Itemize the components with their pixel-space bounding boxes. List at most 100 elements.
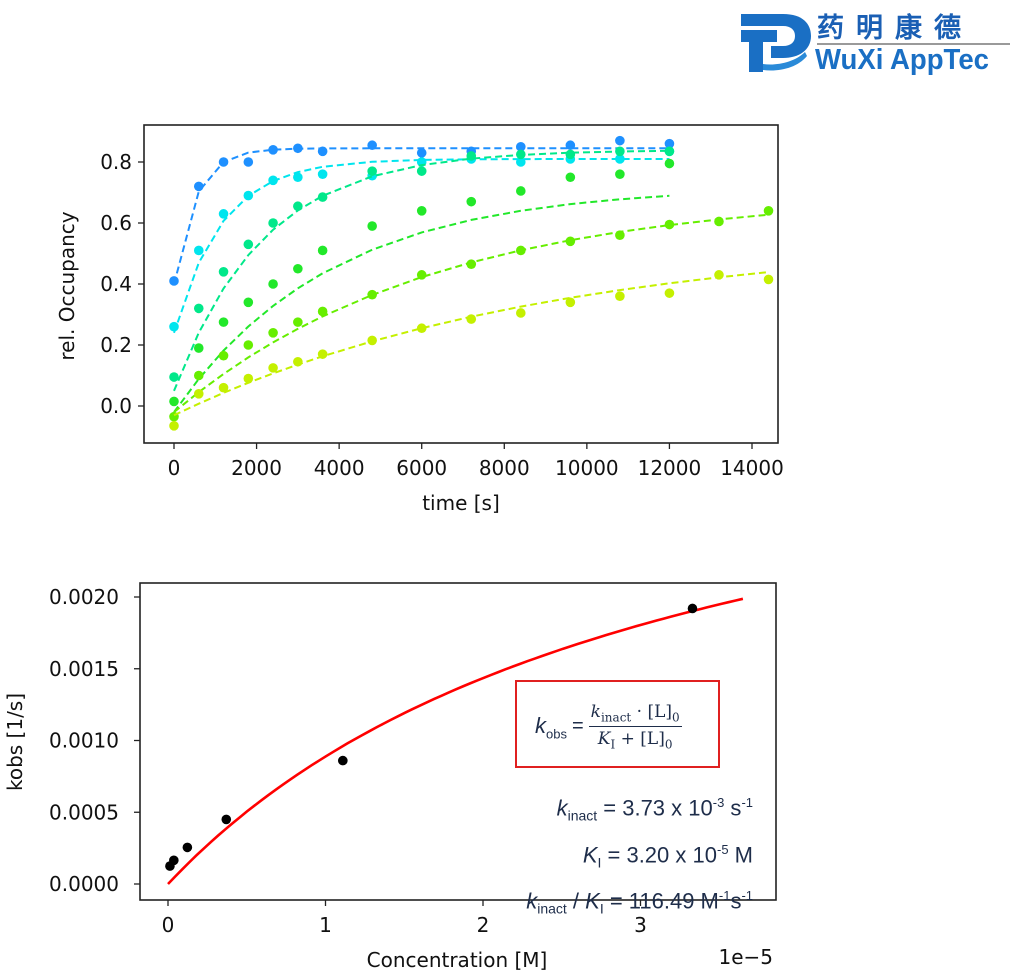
fit-line (173, 194, 670, 413)
equation-equals: = (571, 715, 584, 738)
logo-p-mark-icon (741, 14, 811, 72)
x-tick-label: 2 (477, 913, 490, 937)
param-kinact: kinact = 3.73 x 10-3 s-1 (556, 795, 753, 824)
data-point (516, 141, 526, 152)
data-point (763, 274, 774, 285)
x-tick-label: 6000 (396, 456, 447, 480)
data-point (416, 206, 427, 216)
y-axis-label: rel. Occupancy (55, 211, 79, 360)
data-point (317, 169, 328, 179)
data-point (565, 297, 576, 308)
param-kinact-over-ki: kinact / KI = 116.49 M-1s-1 (526, 888, 753, 918)
data-point (243, 373, 254, 384)
data-point (367, 289, 377, 300)
data-point (193, 389, 204, 399)
data-point (416, 148, 427, 158)
data-point (193, 181, 204, 192)
data-point (317, 192, 328, 202)
y-axis-ticks: 0.0 0.2 0.4 0.6 0.8 (100, 150, 144, 418)
data-points (165, 603, 698, 871)
x-axis-label: time [s] (422, 491, 500, 515)
data-point (221, 814, 232, 825)
data-point (565, 172, 576, 183)
data-point (516, 157, 526, 167)
x-tick-label: 4000 (314, 456, 365, 480)
data-point (268, 145, 278, 155)
data-point (268, 175, 278, 186)
data-point (243, 239, 254, 250)
data-point (664, 158, 675, 169)
data-point (763, 206, 774, 216)
data-point (317, 349, 328, 359)
data-point (268, 279, 278, 289)
fit-parameters: kinact = 3.73 x 10-3 s-1 KI = 3.20 x 10-… (526, 786, 753, 926)
y-tick-label: 0.0010 (49, 729, 119, 753)
data-point (182, 842, 193, 853)
x-tick-label: 1 (319, 913, 332, 937)
x-tick-label: 2000 (231, 456, 282, 480)
logo-english-text: WuXi AppTec (815, 44, 989, 76)
data-point (317, 146, 328, 157)
data-point (367, 221, 377, 231)
equation-fraction: kinact · [L]0 KI + [L]0 (588, 702, 682, 752)
fit-line (173, 271, 769, 417)
rate-equation-box: kobs = kinact · [L]0 KI + [L]0 (515, 680, 720, 768)
x-tick-label: 0 (168, 456, 181, 480)
data-point (218, 267, 229, 277)
data-point (268, 218, 278, 228)
y-tick-label: 0.6 (100, 211, 132, 235)
fit-line (173, 213, 769, 413)
data-point (293, 172, 303, 183)
data-point (293, 143, 303, 154)
data-point (565, 140, 576, 151)
data-point (169, 396, 179, 407)
data-point (516, 186, 526, 196)
logo-chinese-text: 药明康德 (817, 13, 973, 44)
x-axis-offset-label: 1e−5 (718, 945, 773, 969)
y-tick-label: 0.2 (100, 333, 132, 357)
y-tick-label: 0.8 (100, 150, 132, 174)
data-point (169, 372, 179, 382)
data-point (664, 288, 675, 298)
equation-lhs: kobs (535, 712, 567, 742)
data-point (169, 321, 179, 332)
fit-line (173, 149, 670, 392)
data-point (218, 209, 229, 219)
y-axis-label: kobs [1/s] (3, 693, 27, 791)
data-point (338, 755, 348, 766)
data-point (615, 291, 625, 302)
data-point (714, 216, 724, 227)
fit-curve (167, 597, 744, 885)
x-tick-label: 8000 (479, 456, 530, 480)
data-point (293, 201, 303, 212)
data-point (218, 157, 229, 167)
data-point (565, 149, 576, 160)
y-tick-label: 0.0015 (49, 657, 119, 681)
y-tick-label: 0.4 (100, 272, 132, 296)
data-point (169, 421, 179, 431)
data-point (317, 306, 328, 317)
data-point (169, 855, 179, 866)
data-point (193, 245, 204, 256)
data-point (615, 169, 625, 179)
data-point (516, 308, 526, 318)
data-point (317, 245, 328, 256)
y-tick-label: 0.0020 (49, 585, 119, 609)
data-point (243, 297, 254, 308)
equation-numerator: kinact · [L]0 (588, 702, 682, 728)
x-axis-label: Concentration [M] (367, 948, 548, 972)
x-tick-label: 14000 (720, 456, 784, 480)
plot-frame (139, 582, 777, 901)
data-point (193, 370, 204, 381)
data-point (466, 259, 477, 269)
data-point (416, 270, 427, 280)
x-axis-ticks: 0 1 2 3 (162, 900, 647, 937)
data-point (516, 245, 526, 256)
data-point (687, 603, 698, 614)
y-tick-label: 0.0000 (49, 872, 119, 896)
data-point (615, 230, 625, 240)
data-point (367, 140, 377, 151)
data-point (714, 270, 724, 280)
data-point (466, 151, 477, 161)
